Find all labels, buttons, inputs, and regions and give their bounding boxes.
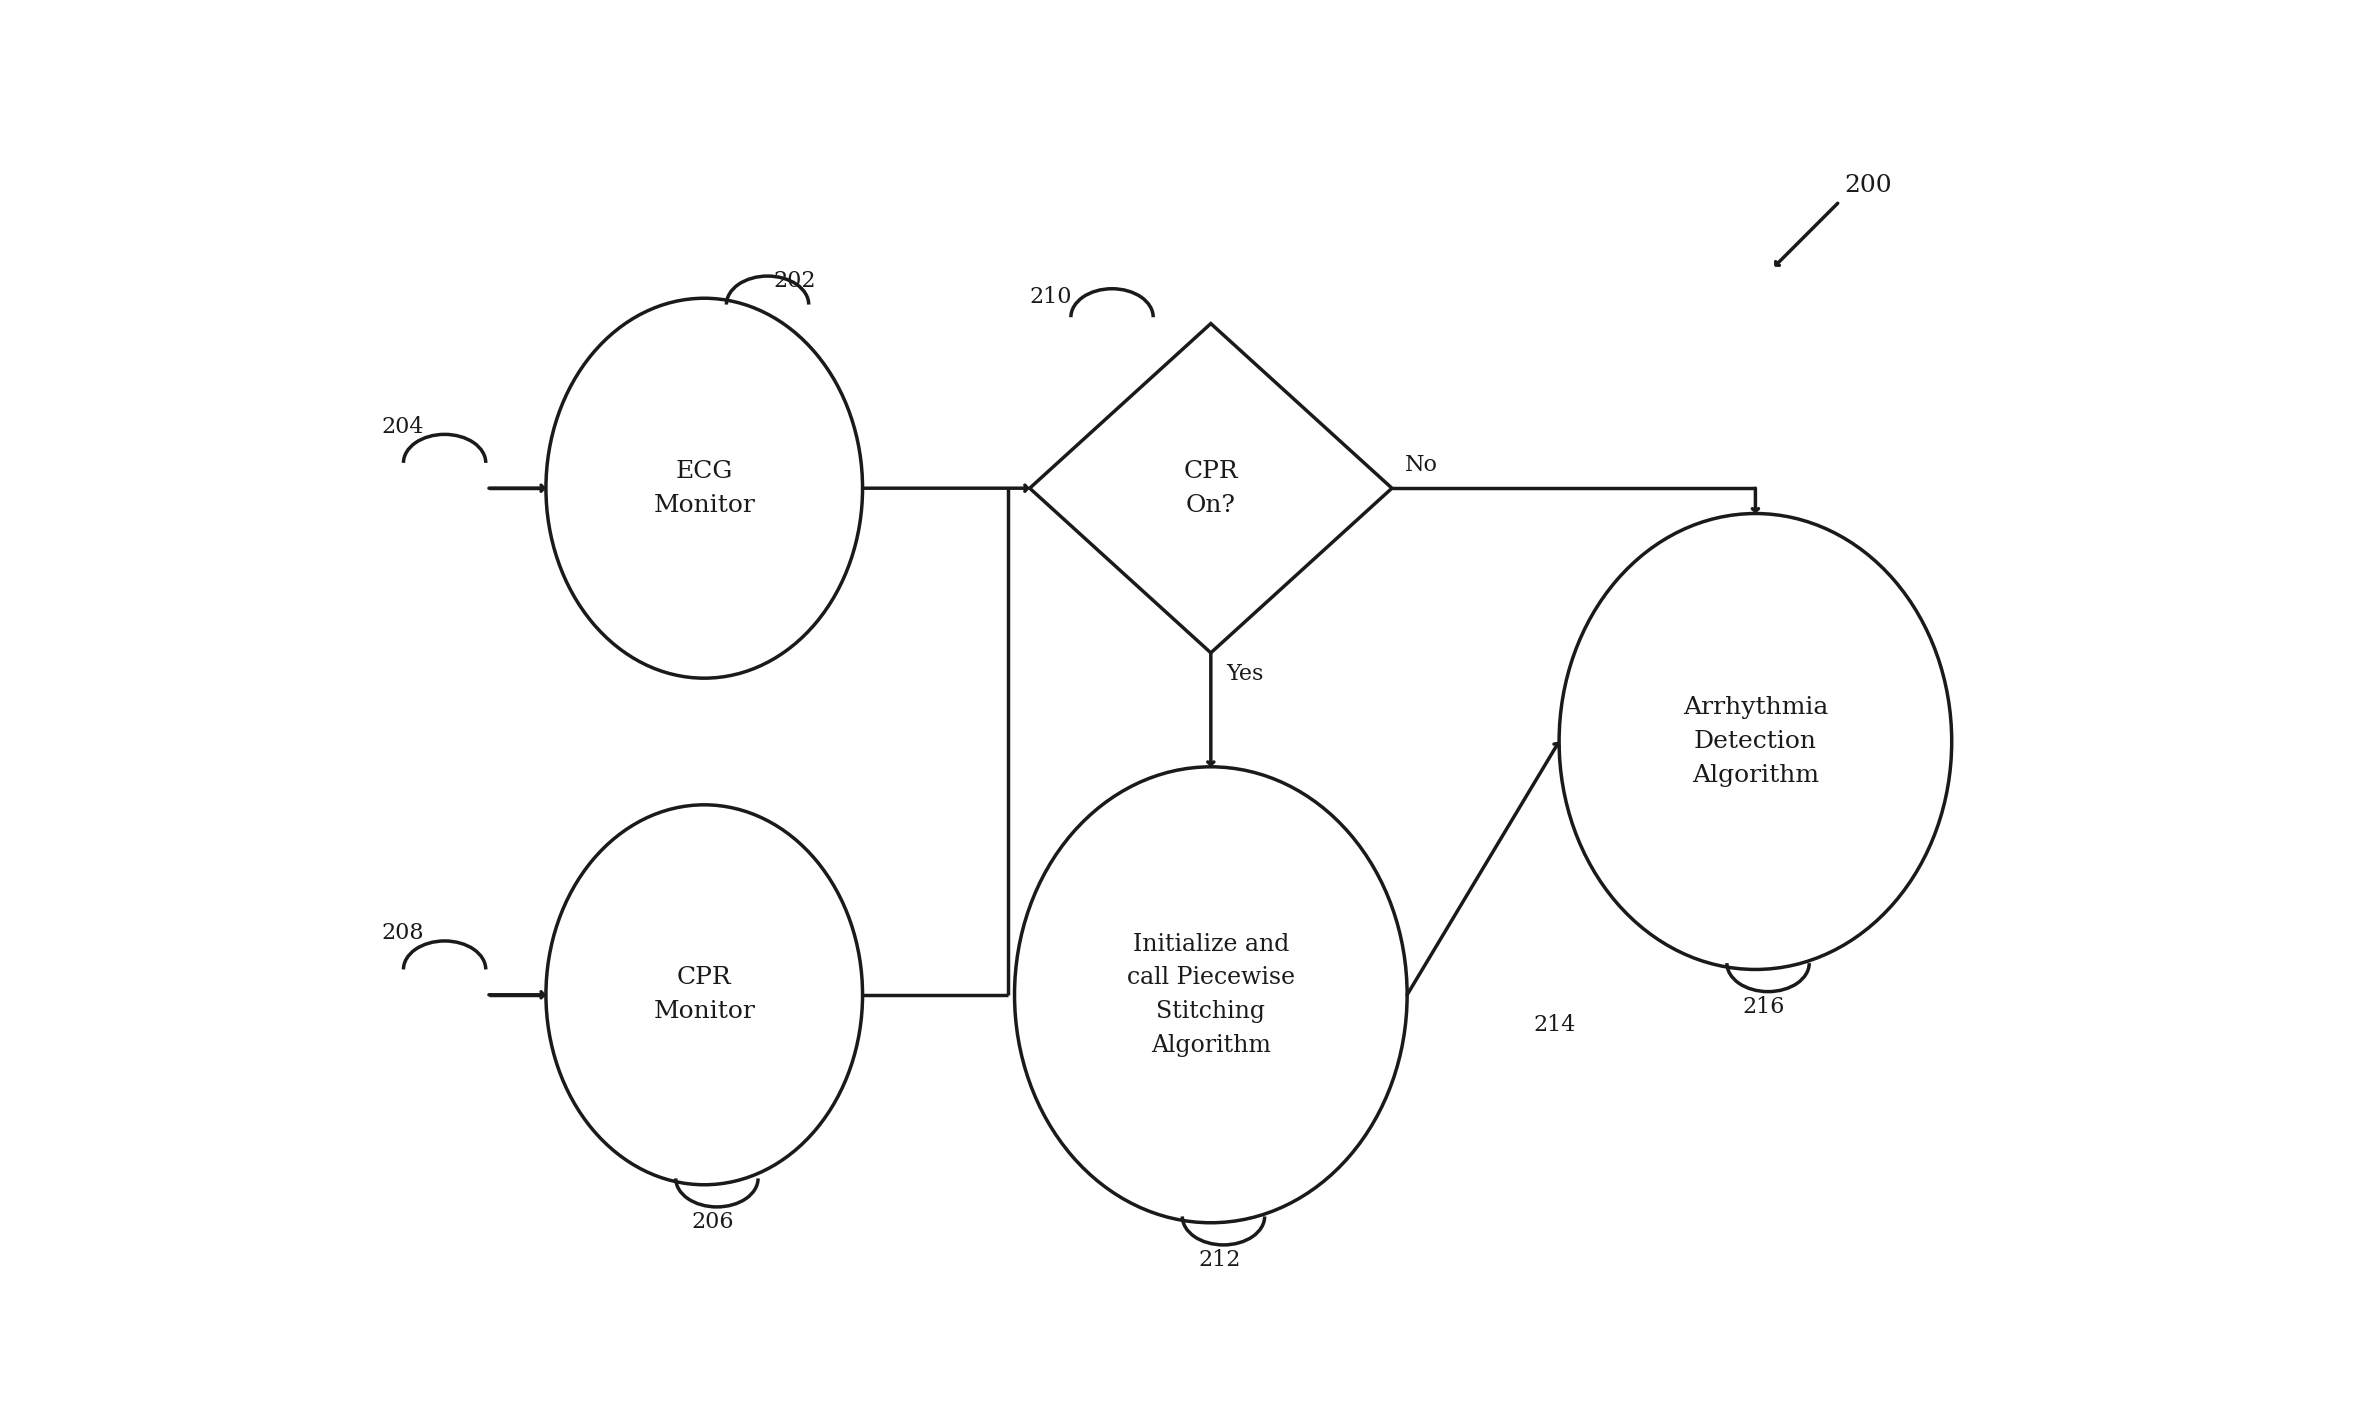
Text: 206: 206 <box>692 1211 735 1233</box>
Text: Yes: Yes <box>1226 663 1264 685</box>
Text: 200: 200 <box>1845 174 1892 197</box>
Text: 214: 214 <box>1534 1014 1577 1036</box>
Text: Initialize and
call Piecewise
Stitching
Algorithm: Initialize and call Piecewise Stitching … <box>1126 933 1295 1057</box>
Text: Arrhythmia
Detection
Algorithm: Arrhythmia Detection Algorithm <box>1683 696 1828 787</box>
Text: 208: 208 <box>382 922 424 944</box>
Text: 210: 210 <box>1029 287 1072 308</box>
Text: CPR
On?: CPR On? <box>1183 460 1238 516</box>
Text: ECG
Monitor: ECG Monitor <box>654 460 756 516</box>
Text: 212: 212 <box>1197 1249 1240 1271</box>
Text: 216: 216 <box>1743 996 1785 1017</box>
Text: 204: 204 <box>382 415 424 438</box>
Text: No: No <box>1404 453 1437 476</box>
Text: CPR
Monitor: CPR Monitor <box>654 967 756 1023</box>
Text: 202: 202 <box>773 270 816 291</box>
